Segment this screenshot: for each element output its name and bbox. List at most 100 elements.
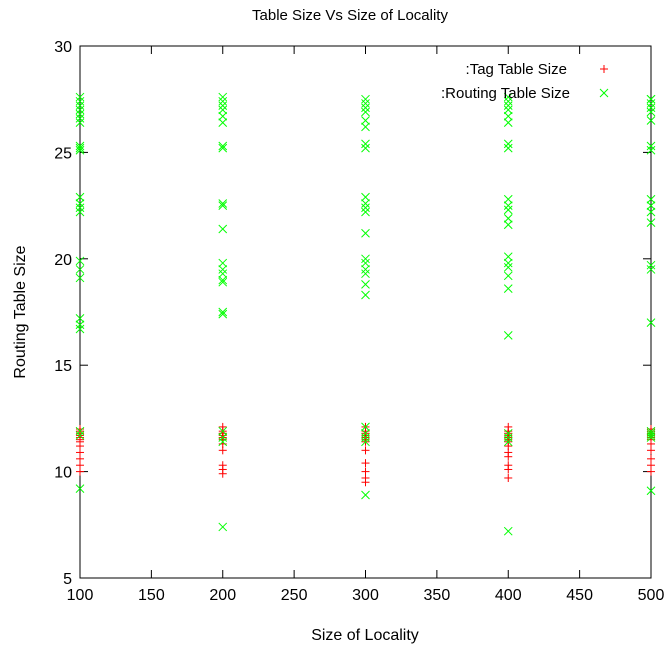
routing-table-point	[503, 526, 513, 536]
data-points	[75, 92, 656, 536]
routing-table-point	[75, 113, 85, 123]
routing-table-point	[646, 94, 656, 104]
routing-table-point	[218, 118, 228, 127]
y-tick-label: 20	[54, 252, 72, 269]
legend-marker-tag	[600, 65, 608, 73]
routing-table-point	[218, 265, 228, 274]
routing-table-point	[75, 145, 85, 155]
routing-table-point	[75, 105, 85, 115]
routing-table-point	[646, 145, 656, 155]
x-tick-label: 500	[638, 587, 665, 604]
y-tick-label: 10	[54, 465, 72, 482]
chart-title: Table Size Vs Size of Locality	[252, 7, 448, 24]
routing-table-point	[503, 96, 513, 106]
routing-table-point	[646, 426, 656, 436]
legend: :Tag Table Size :Routing Table Size	[441, 61, 609, 102]
routing-table-point	[361, 254, 370, 264]
routing-table-point	[75, 273, 85, 283]
routing-table-point	[361, 103, 370, 113]
legend-label-tag: :Tag Table Size	[466, 61, 567, 78]
routing-table-point	[646, 141, 656, 151]
routing-table-point	[75, 101, 85, 110]
routing-table-point	[361, 107, 370, 117]
routing-table-point	[75, 203, 85, 213]
routing-table-point	[218, 258, 228, 268]
routing-table-point	[503, 92, 513, 102]
x-tick-label: 150	[138, 587, 165, 604]
routing-table-point	[646, 218, 656, 227]
routing-table-point	[361, 207, 370, 217]
routing-table-point	[646, 260, 656, 270]
routing-table-point	[361, 265, 370, 274]
routing-table-point	[218, 141, 228, 151]
routing-table-point	[503, 433, 513, 442]
routing-table-point	[218, 143, 228, 153]
routing-table-point	[218, 433, 228, 442]
routing-table-point	[503, 271, 513, 281]
routing-table-point	[361, 94, 370, 104]
routing-table-point	[75, 320, 85, 330]
x-tick-label: 100	[67, 587, 94, 604]
tag-table-point	[218, 469, 227, 478]
routing-table-point	[361, 203, 370, 213]
routing-table-point	[503, 252, 513, 262]
routing-table-point	[646, 433, 656, 442]
routing-table-point	[503, 194, 513, 204]
routing-table-point	[75, 426, 85, 436]
routing-table-point	[75, 256, 85, 266]
y-tick-label: 25	[54, 145, 72, 162]
routing-table-point	[75, 118, 85, 127]
y-axis-label: Routing Table Size	[12, 245, 29, 378]
routing-table-point	[75, 143, 85, 153]
routing-table-point	[503, 220, 513, 230]
routing-table-point	[503, 101, 513, 110]
routing-table-point	[361, 428, 370, 438]
routing-table-point	[361, 258, 370, 268]
routing-table-point	[361, 269, 370, 279]
routing-table-point	[503, 284, 513, 293]
routing-table-point	[75, 484, 85, 493]
tag-table-point	[504, 452, 513, 461]
routing-table-point	[646, 194, 656, 204]
x-tick-label: 250	[281, 587, 308, 604]
routing-table-point	[646, 116, 656, 125]
routing-table-point	[75, 192, 85, 202]
routing-table-point	[503, 201, 513, 210]
routing-table-point	[361, 290, 370, 300]
routing-table-point	[218, 105, 228, 115]
routing-table-point	[503, 105, 513, 115]
routing-table-point	[361, 279, 370, 289]
tag-table-point	[647, 467, 655, 476]
routing-table-point	[646, 107, 656, 117]
routing-table-point	[503, 139, 513, 149]
routing-table-point	[503, 437, 513, 447]
y-tick-label: 5	[63, 571, 72, 588]
routing-table-point	[361, 228, 370, 238]
routing-table-point	[503, 205, 513, 215]
routing-table-point	[503, 118, 513, 127]
routing-table-point	[361, 490, 370, 500]
routing-table-point	[361, 422, 370, 432]
routing-table-point	[75, 431, 85, 440]
routing-table-point	[218, 522, 228, 532]
routing-table-point	[218, 92, 228, 102]
routing-table-point	[646, 99, 656, 108]
routing-table-point	[218, 426, 228, 436]
routing-table-point	[218, 437, 228, 447]
routing-table-point	[646, 486, 656, 496]
routing-table-point	[218, 277, 228, 287]
routing-table-point	[646, 428, 656, 438]
routing-table-point	[503, 214, 513, 223]
routing-table-point	[218, 199, 228, 208]
routing-table-point	[75, 265, 85, 274]
routing-table-point	[361, 199, 370, 208]
plot-frame	[79, 45, 652, 579]
routing-table-point	[361, 122, 370, 132]
routing-table-point	[361, 99, 370, 108]
tag-table-point	[504, 473, 513, 482]
routing-table-point	[218, 101, 228, 110]
routing-table-point	[361, 433, 370, 442]
routing-table-point	[503, 258, 513, 268]
y-tick-label: 15	[54, 358, 72, 375]
